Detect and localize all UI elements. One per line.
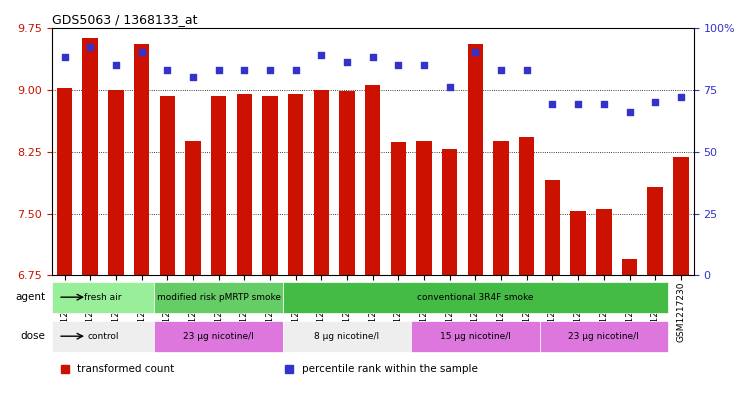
Bar (570, 211, 586, 275)
Point (675, 94, 687, 100)
Bar (468, 44, 483, 275)
Text: transformed count: transformed count (77, 364, 175, 374)
Bar (545, 180, 560, 275)
Point (444, 84, 455, 90)
Bar (519, 138, 534, 275)
Point (341, 59, 353, 65)
Point (162, 66, 173, 73)
Point (264, 66, 276, 73)
Point (418, 62, 430, 68)
Point (290, 66, 302, 73)
Point (649, 99, 661, 105)
Point (495, 66, 507, 73)
Bar (494, 141, 508, 275)
Bar (365, 85, 380, 275)
Bar (288, 94, 303, 275)
Bar (134, 44, 149, 275)
FancyBboxPatch shape (283, 281, 668, 313)
Point (367, 54, 379, 61)
FancyBboxPatch shape (154, 281, 283, 313)
Bar (83, 38, 98, 275)
Bar (416, 141, 432, 275)
Bar (673, 157, 689, 275)
Bar (314, 90, 329, 275)
Point (624, 109, 635, 115)
Point (521, 66, 533, 73)
Text: control: control (87, 332, 119, 341)
Text: 8 μg nicotine/l: 8 μg nicotine/l (314, 332, 379, 341)
Bar (159, 96, 175, 275)
FancyBboxPatch shape (52, 281, 154, 313)
Point (58, 54, 70, 61)
Point (598, 101, 610, 108)
Point (547, 101, 559, 108)
Text: modified risk pMRTP smoke: modified risk pMRTP smoke (156, 293, 280, 302)
FancyBboxPatch shape (283, 321, 411, 352)
Text: agent: agent (15, 292, 45, 302)
Text: conventional 3R4F smoke: conventional 3R4F smoke (417, 293, 534, 302)
Text: GDS5063 / 1368133_at: GDS5063 / 1368133_at (52, 13, 197, 26)
Point (110, 62, 122, 68)
Bar (185, 141, 201, 275)
FancyBboxPatch shape (411, 321, 539, 352)
Text: dose: dose (21, 331, 45, 341)
Bar (596, 209, 612, 275)
Bar (339, 91, 355, 275)
Point (469, 49, 481, 55)
Bar (237, 94, 252, 275)
Bar (622, 259, 637, 275)
Text: 23 μg nicotine/l: 23 μg nicotine/l (568, 332, 639, 341)
Text: 23 μg nicotine/l: 23 μg nicotine/l (183, 332, 254, 341)
Bar (442, 149, 458, 275)
Text: percentile rank within the sample: percentile rank within the sample (302, 364, 478, 374)
Bar (390, 142, 406, 275)
Bar (57, 88, 72, 275)
Point (213, 66, 224, 73)
Text: fresh air: fresh air (84, 293, 122, 302)
Point (187, 74, 199, 80)
Bar (211, 96, 227, 275)
FancyBboxPatch shape (154, 321, 283, 352)
Bar (647, 187, 663, 275)
Bar (262, 96, 277, 275)
Point (238, 66, 250, 73)
Point (136, 49, 148, 55)
Text: 15 μg nicotine/l: 15 μg nicotine/l (440, 332, 511, 341)
Point (572, 101, 584, 108)
Bar (108, 90, 123, 275)
Point (84, 44, 96, 50)
Point (315, 51, 327, 58)
FancyBboxPatch shape (539, 321, 668, 352)
FancyBboxPatch shape (52, 321, 154, 352)
Point (393, 62, 404, 68)
